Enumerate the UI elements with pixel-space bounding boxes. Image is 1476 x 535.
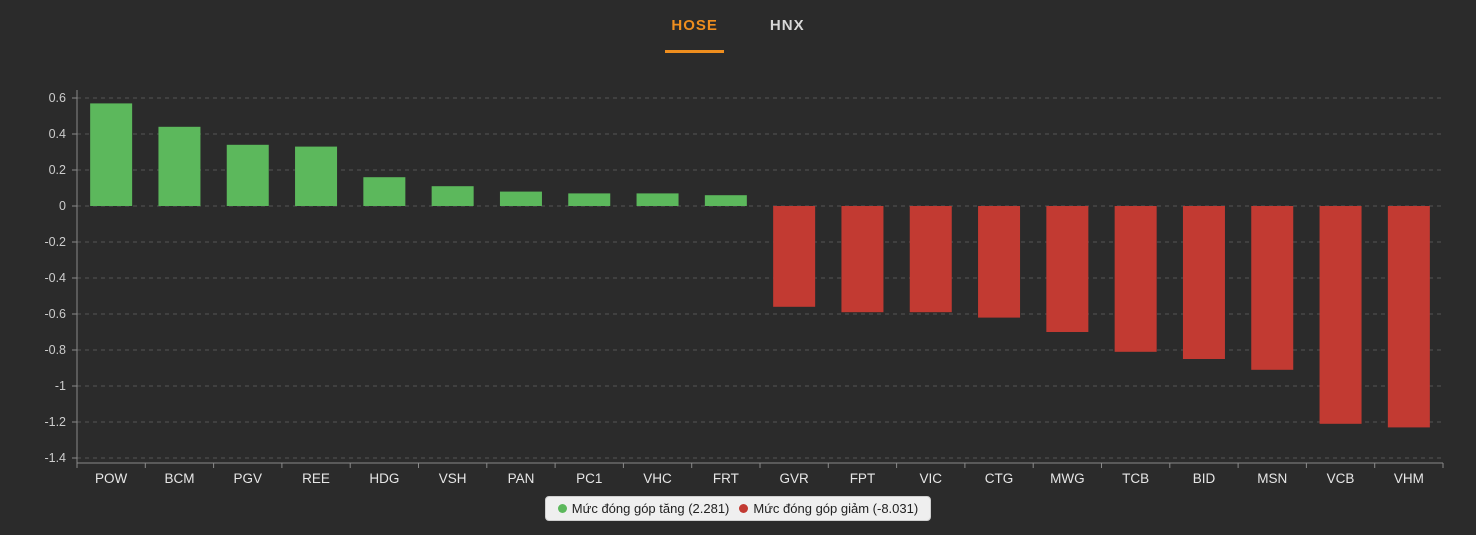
bar-pgv[interactable] xyxy=(226,144,269,206)
bar-msn[interactable] xyxy=(1251,206,1294,370)
bar-vhc[interactable] xyxy=(636,193,679,206)
x-axis-label: VCB xyxy=(1327,471,1355,486)
tab-hnx-label: HNX xyxy=(769,17,805,34)
bar-vhm[interactable] xyxy=(1387,206,1430,428)
x-axis-label: BCM xyxy=(164,471,194,486)
bar-frt[interactable] xyxy=(704,195,747,206)
bar-hdg[interactable] xyxy=(363,177,406,206)
y-axis-label: -0.2 xyxy=(44,235,66,249)
bar-pan[interactable] xyxy=(499,191,542,206)
bar-ree[interactable] xyxy=(295,146,338,206)
x-axis-label: PGV xyxy=(233,471,262,486)
x-axis-label: POW xyxy=(95,471,128,486)
tab-hnx[interactable]: HNX xyxy=(764,13,811,53)
chart-legend-row: Mức đóng góp tăng (2.281) Mức đóng góp g… xyxy=(0,496,1476,521)
legend-up-label: Mức đóng góp tăng (2.281) xyxy=(571,501,730,516)
x-axis-label: MWG xyxy=(1050,471,1085,486)
bar-ctg[interactable] xyxy=(978,206,1021,318)
legend-item-up[interactable]: Mức đóng góp tăng (2.281) xyxy=(557,501,730,516)
bar-vic[interactable] xyxy=(909,206,952,313)
bar-vsh[interactable] xyxy=(431,186,474,206)
x-axis-label: FRT xyxy=(713,471,739,486)
x-axis-label: PAN xyxy=(508,471,535,486)
bar-tcb[interactable] xyxy=(1114,206,1157,352)
bar-mwg[interactable] xyxy=(1046,206,1089,332)
x-axis-label: BID xyxy=(1193,471,1216,486)
exchange-tabs: HOSE HNX xyxy=(0,0,1476,53)
market-contribution-panel: HOSE HNX 0.6 0.4 0.2 0 -0.2 -0.4 -0.6 -0.8 -1 -1.… xyxy=(0,0,1476,521)
x-axis-label: GVR xyxy=(780,471,810,486)
bar-bid[interactable] xyxy=(1182,206,1225,359)
x-axis-label: FPT xyxy=(850,471,876,486)
bar-bcm[interactable] xyxy=(158,126,201,206)
y-axis-label: 0.2 xyxy=(49,163,66,177)
y-axis-label: 0.6 xyxy=(49,91,66,105)
y-axis-label: -1.4 xyxy=(44,451,66,465)
y-axis-label: -1.2 xyxy=(44,415,66,429)
tab-hose[interactable]: HOSE xyxy=(665,13,724,53)
x-axis-label: MSN xyxy=(1257,471,1287,486)
legend-up-dot-icon xyxy=(557,504,567,513)
contribution-bar-chart: 0.6 0.4 0.2 0 -0.2 -0.4 -0.6 -0.8 -1 -1.2 -1.4 POW B… xyxy=(0,70,1476,495)
y-axis-label: -1 xyxy=(55,379,66,393)
bar-gvr[interactable] xyxy=(773,206,816,307)
y-axis-label: -0.8 xyxy=(44,343,66,357)
y-axis-label: 0.4 xyxy=(49,127,66,141)
x-axis-label: VHC xyxy=(643,471,672,486)
tab-hose-label: HOSE xyxy=(671,17,718,34)
bar-vcb[interactable] xyxy=(1319,206,1362,424)
y-axis-label: -0.4 xyxy=(44,271,66,285)
x-axis-label: VIC xyxy=(919,471,942,486)
x-axis-label: TCB xyxy=(1122,471,1149,486)
x-axis-label: CTG xyxy=(985,471,1014,486)
chart-legend: Mức đóng góp tăng (2.281) Mức đóng góp g… xyxy=(544,496,932,521)
y-axis-label: -0.6 xyxy=(44,307,66,321)
chart-canvas: 0.6 0.4 0.2 0 -0.2 -0.4 -0.6 -0.8 -1 -1.2 -1.4 POW B… xyxy=(44,90,1444,486)
x-axis-label: REE xyxy=(302,471,330,486)
legend-item-down[interactable]: Mức đóng góp giảm (-8.031) xyxy=(739,501,918,516)
x-axis-label: HDG xyxy=(369,471,399,486)
bar-pow[interactable] xyxy=(90,103,133,206)
x-axis-label: VSH xyxy=(439,471,467,486)
bar-pc1[interactable] xyxy=(568,193,611,206)
legend-down-label: Mức đóng góp giảm (-8.031) xyxy=(753,501,919,516)
legend-down-dot-icon xyxy=(739,504,749,513)
x-axis-label: VHM xyxy=(1394,471,1424,486)
bar-fpt[interactable] xyxy=(841,206,884,313)
y-axis-label: 0 xyxy=(59,199,66,213)
x-axis-label: PC1 xyxy=(576,471,602,486)
